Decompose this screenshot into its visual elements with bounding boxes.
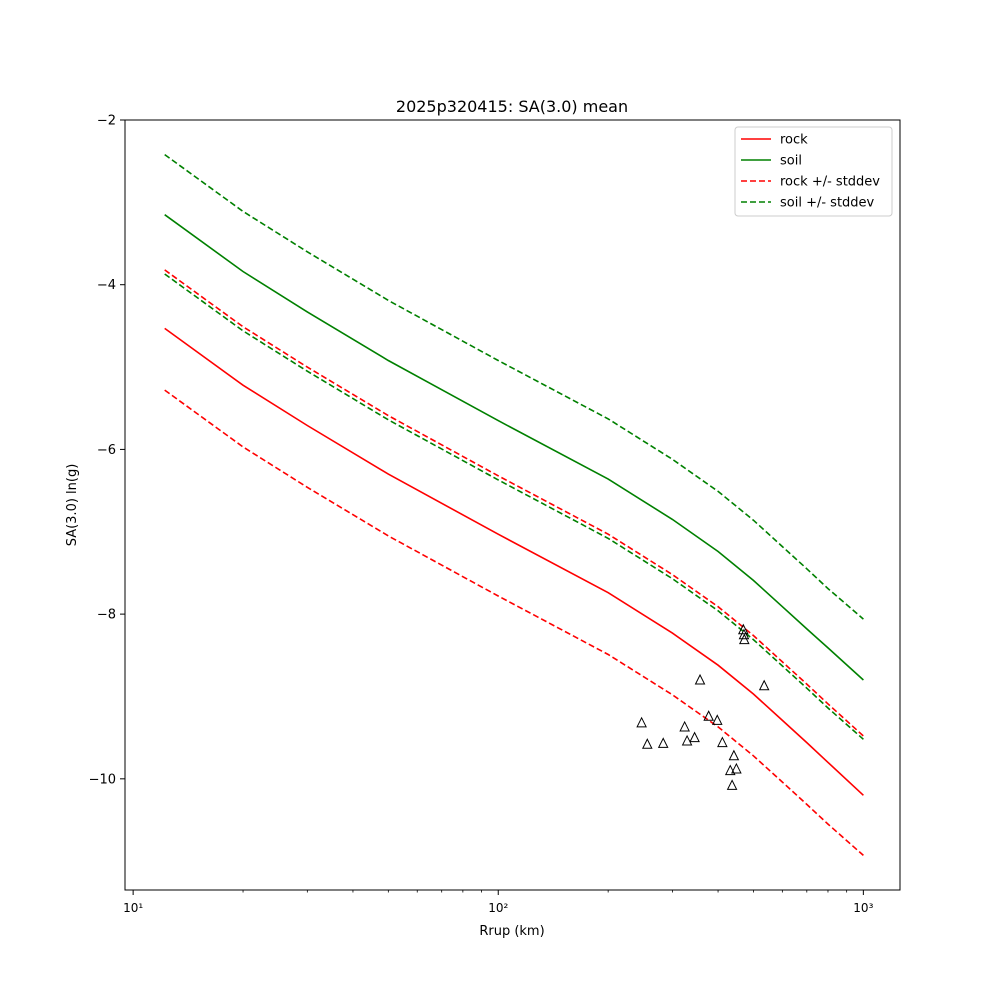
observation-marker-17 bbox=[758, 679, 770, 691]
legend: rock soil rock +/- stddev soil +/- stddev bbox=[734, 126, 893, 217]
observation-marker-5 bbox=[689, 731, 700, 743]
legend-label-1: soil bbox=[780, 154, 802, 169]
series-line-2 bbox=[164, 269, 864, 737]
legend-label-2: rock +/- stddev bbox=[780, 175, 880, 190]
series-line-5 bbox=[164, 273, 864, 740]
observation-marker-6 bbox=[694, 673, 706, 685]
legend-label-0: rock bbox=[780, 133, 808, 148]
plot-area bbox=[164, 153, 864, 856]
x-axis: 10¹ 10² 10³ bbox=[123, 890, 874, 915]
x-tick-label: 10¹ bbox=[123, 901, 143, 915]
observation-marker-4 bbox=[681, 734, 693, 746]
y-axis-label: SA(3.0) ln(g) bbox=[65, 464, 80, 547]
series-line-0 bbox=[164, 327, 864, 796]
observation-marker-10 bbox=[724, 764, 736, 776]
y-tick-label: −2 bbox=[97, 114, 116, 129]
series-line-4 bbox=[164, 153, 864, 620]
observation-marker-1 bbox=[641, 738, 653, 749]
chart-title: 2025p320415: SA(3.0) mean bbox=[396, 97, 628, 116]
x-axis-label: Rrup (km) bbox=[479, 924, 544, 939]
y-tick-label: −6 bbox=[97, 443, 116, 458]
observation-marker-15 bbox=[738, 628, 750, 640]
x-tick-label: 10² bbox=[488, 901, 508, 915]
observation-marker-13 bbox=[731, 762, 742, 774]
observation-marker-12 bbox=[728, 749, 740, 761]
y-tick-label: −10 bbox=[89, 772, 116, 787]
observation-marker-14 bbox=[737, 623, 749, 635]
legend-label-3: soil +/- stddev bbox=[780, 196, 875, 211]
plot-frame bbox=[124, 119, 901, 891]
observation-marker-16 bbox=[738, 633, 750, 645]
observation-marker-11 bbox=[726, 779, 738, 790]
observation-marker-3 bbox=[679, 720, 690, 732]
series-line-1 bbox=[164, 214, 864, 681]
observation-marker-0 bbox=[636, 716, 647, 728]
observation-marker-2 bbox=[657, 737, 669, 748]
series-line-3 bbox=[164, 389, 864, 856]
y-axis: −10 −8 −6 −4 −2 bbox=[89, 114, 125, 787]
observation-marker-9 bbox=[717, 736, 728, 748]
observation-marker-8 bbox=[711, 714, 723, 725]
y-tick-label: −4 bbox=[97, 278, 116, 293]
x-tick-label: 10³ bbox=[853, 901, 873, 915]
legend-box bbox=[734, 126, 893, 217]
y-tick-label: −8 bbox=[97, 608, 116, 623]
observation-marker-7 bbox=[703, 710, 714, 721]
